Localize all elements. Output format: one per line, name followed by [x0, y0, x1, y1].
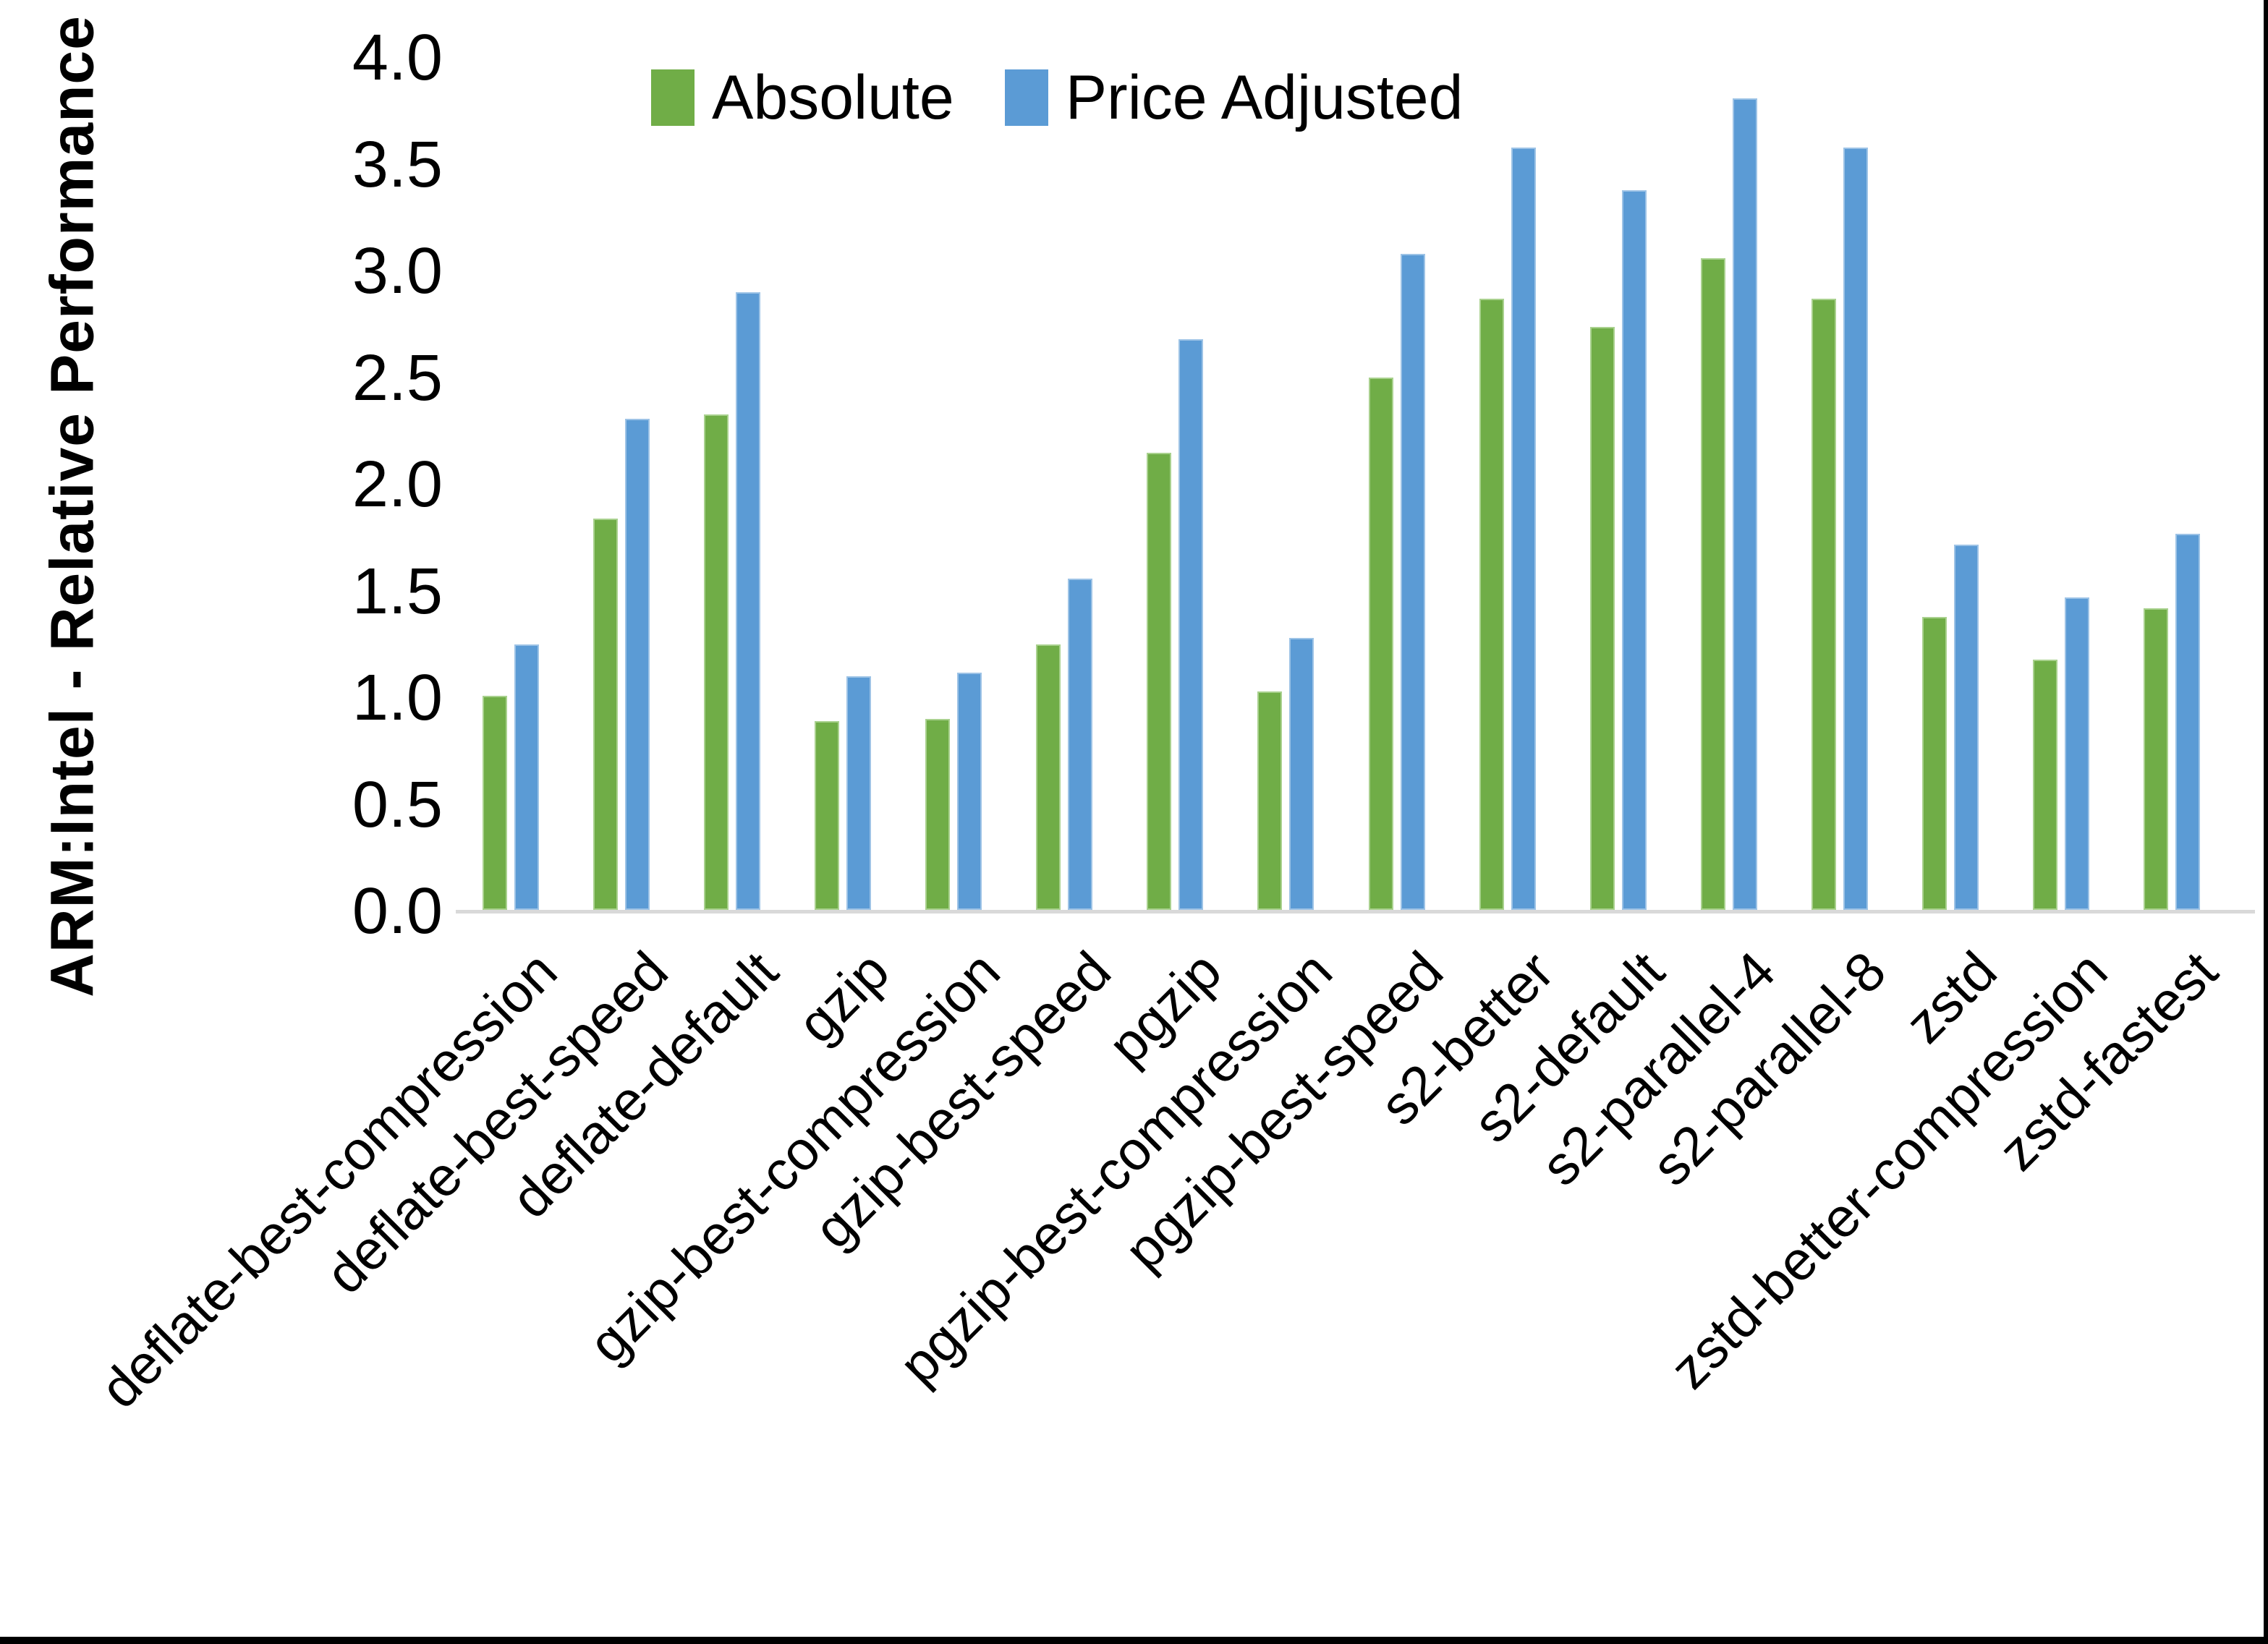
x-category-label-deflate-best-compression: deflate-best-compression — [88, 940, 569, 1421]
bar-absolute-pgzip — [1147, 453, 1172, 910]
bar-absolute-zstd-fastest — [2144, 608, 2169, 910]
bar-absolute-pgzip-best-compression — [1257, 691, 1283, 910]
bar-price-adjusted-gzip — [846, 676, 872, 910]
y-tick-label-4.0: 4.0 — [352, 22, 443, 94]
bar-absolute-s2-parallel-4 — [1700, 258, 1725, 910]
bar-absolute-zstd-better-compression — [2032, 660, 2057, 910]
y-tick-label-3.5: 3.5 — [352, 128, 443, 201]
bar-absolute-gzip — [815, 721, 840, 910]
bar-absolute-zstd — [1921, 617, 1947, 910]
bar-price-adjusted-pgzip — [1178, 339, 1204, 910]
y-tick-label-1.0: 1.0 — [352, 662, 443, 734]
legend-swatch-absolute — [651, 69, 695, 126]
bar-price-adjusted-s2-parallel-4 — [1732, 98, 1757, 910]
legend-swatch-price-adjusted — [1004, 69, 1048, 126]
bar-price-adjusted-gzip-best-compression — [957, 673, 982, 910]
bar-price-adjusted-deflate-best-speed — [625, 419, 650, 910]
legend-item-absolute: Absolute — [651, 67, 954, 129]
bar-price-adjusted-pgzip-best-speed — [1400, 254, 1425, 910]
bar-price-adjusted-pgzip-best-compression — [1289, 638, 1314, 910]
bar-price-adjusted-s2-parallel-8 — [1843, 148, 1868, 910]
bar-price-adjusted-zstd-fastest — [2175, 534, 2201, 910]
bar-absolute-pgzip-best-speed — [1368, 378, 1393, 910]
legend-label-absolute: Absolute — [712, 63, 954, 132]
bar-price-adjusted-s2-default — [1621, 190, 1647, 910]
bar-price-adjusted-deflate-default — [736, 292, 761, 910]
bar-price-adjusted-deflate-best-compression — [514, 644, 539, 910]
x-axis-line — [456, 910, 2255, 913]
y-tick-label-3.0: 3.0 — [352, 235, 443, 307]
y-tick-label-2.5: 2.5 — [352, 341, 443, 414]
bar-absolute-deflate-default — [704, 414, 729, 910]
y-tick-label-0.0: 0.0 — [352, 875, 443, 947]
legend: Absolute Price Adjusted — [651, 67, 1463, 129]
bar-absolute-s2-better — [1479, 299, 1504, 910]
bar-absolute-s2-default — [1589, 327, 1615, 910]
bar-absolute-deflate-best-speed — [593, 519, 619, 910]
bar-absolute-gzip-best-compression — [925, 719, 951, 910]
y-tick-label-1.5: 1.5 — [352, 555, 443, 628]
legend-label-price-adjusted: Price Adjusted — [1065, 63, 1464, 132]
bar-price-adjusted-zstd — [1953, 545, 1979, 910]
bar-price-adjusted-gzip-best-speed — [1068, 579, 1093, 910]
bar-absolute-gzip-best-speed — [1036, 644, 1061, 910]
legend-item-price-adjusted: Price Adjusted — [1004, 63, 1464, 132]
y-tick-label-2.0: 2.0 — [352, 448, 443, 521]
bar-price-adjusted-s2-better — [1511, 148, 1536, 910]
bar-price-adjusted-zstd-better-compression — [2064, 597, 2089, 910]
y-tick-label-0.5: 0.5 — [352, 768, 443, 841]
bar-absolute-deflate-best-compression — [483, 696, 507, 910]
bar-absolute-s2-parallel-8 — [1811, 299, 1836, 910]
